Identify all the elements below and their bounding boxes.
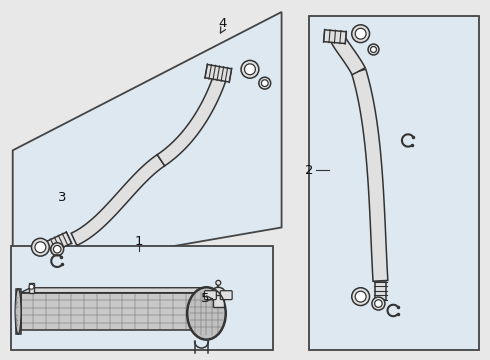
Circle shape — [216, 280, 221, 285]
Polygon shape — [351, 69, 388, 281]
Polygon shape — [330, 35, 365, 75]
Polygon shape — [13, 12, 282, 274]
Circle shape — [352, 288, 369, 306]
FancyBboxPatch shape — [220, 291, 232, 300]
Circle shape — [241, 60, 259, 78]
Polygon shape — [323, 30, 346, 44]
Circle shape — [368, 44, 379, 55]
Circle shape — [259, 77, 270, 89]
Polygon shape — [21, 288, 208, 293]
Circle shape — [370, 46, 376, 53]
Circle shape — [31, 238, 49, 256]
Text: 1: 1 — [135, 235, 144, 248]
Circle shape — [211, 287, 226, 302]
Polygon shape — [205, 64, 232, 82]
Polygon shape — [47, 232, 72, 252]
Circle shape — [352, 25, 369, 42]
Text: 5: 5 — [201, 292, 210, 305]
Circle shape — [355, 291, 366, 302]
Text: 3: 3 — [58, 191, 66, 204]
Ellipse shape — [15, 289, 21, 334]
Circle shape — [261, 80, 268, 86]
Ellipse shape — [188, 288, 225, 339]
Bar — [11, 246, 272, 350]
FancyBboxPatch shape — [204, 291, 217, 300]
Polygon shape — [21, 293, 198, 330]
Polygon shape — [157, 74, 227, 166]
Circle shape — [35, 242, 46, 253]
Polygon shape — [28, 283, 34, 293]
Text: 2: 2 — [305, 163, 314, 177]
Bar — [213, 294, 224, 306]
Circle shape — [355, 28, 366, 39]
Circle shape — [51, 243, 64, 256]
Polygon shape — [16, 289, 21, 334]
Circle shape — [372, 297, 385, 310]
Circle shape — [375, 300, 382, 307]
Text: 4: 4 — [218, 17, 226, 30]
Polygon shape — [71, 155, 165, 246]
Circle shape — [53, 246, 61, 253]
Circle shape — [29, 284, 34, 289]
Bar — [309, 16, 479, 350]
Polygon shape — [375, 282, 386, 300]
Circle shape — [245, 64, 255, 75]
